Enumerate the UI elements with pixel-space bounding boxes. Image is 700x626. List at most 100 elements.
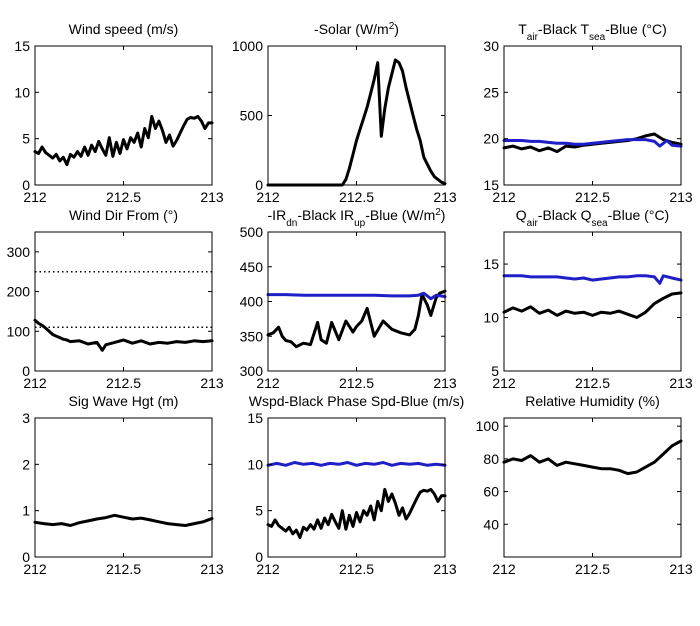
x-tick-label: 212.5 bbox=[106, 375, 141, 391]
y-tick-label: 5 bbox=[22, 131, 30, 147]
series-line-1 bbox=[33, 114, 214, 167]
x-tick-label: 213 bbox=[669, 561, 693, 577]
y-tick-label: 5 bbox=[491, 363, 499, 379]
y-tick-label: 450 bbox=[240, 259, 264, 275]
chart-panel-4: 212 212.5 213 0 100 200 300 Wind Dir From (°) bbox=[7, 207, 224, 391]
axes-frame bbox=[503, 417, 682, 558]
y-tick-label: 0 bbox=[255, 177, 263, 193]
y-tick-label: 10 bbox=[247, 456, 263, 472]
series-line-2 bbox=[266, 291, 447, 301]
axes-frame bbox=[34, 231, 213, 372]
chart-title: Tair-Black Tsea-Blue (°C) bbox=[518, 21, 667, 43]
y-tick-label: 300 bbox=[7, 244, 31, 260]
y-tick-label: 20 bbox=[483, 131, 499, 147]
x-tick-label: 213 bbox=[433, 189, 457, 205]
x-tick-label: 212 bbox=[256, 189, 280, 205]
series-line-1 bbox=[266, 58, 447, 187]
x-tick-label: 212 bbox=[492, 561, 516, 577]
x-tick-label: 212 bbox=[23, 375, 47, 391]
y-tick-label: 15 bbox=[483, 177, 499, 193]
series-line-1 bbox=[266, 487, 447, 539]
axes-frame bbox=[34, 417, 213, 558]
y-tick-label: 5 bbox=[255, 503, 263, 519]
axes-frame bbox=[267, 45, 446, 186]
y-tick-label: 10 bbox=[14, 84, 30, 100]
y-tick-label: 40 bbox=[483, 516, 499, 532]
x-tick-label: 212 bbox=[256, 375, 280, 391]
series-line-2 bbox=[502, 138, 683, 148]
y-tick-label: 350 bbox=[240, 328, 264, 344]
chart-panel-9: 212 212.5 213 40 60 80 100 Relative Humidity (%… bbox=[476, 393, 693, 577]
y-tick-label: 25 bbox=[483, 84, 499, 100]
y-tick-label: 0 bbox=[22, 177, 30, 193]
y-tick-label: 300 bbox=[240, 363, 264, 379]
axes-frame bbox=[267, 231, 446, 372]
y-tick-label: 0 bbox=[22, 363, 30, 379]
chart-title: Relative Humidity (%) bbox=[525, 393, 660, 409]
series-line-1 bbox=[266, 289, 447, 349]
y-tick-label: 500 bbox=[240, 108, 264, 124]
chart-panel-7: 212 212.5 213 0 1 2 3 Sig Wave Hgt (m) bbox=[22, 393, 224, 577]
y-tick-label: 3 bbox=[22, 410, 30, 426]
y-tick-label: 1000 bbox=[232, 38, 263, 54]
x-tick-label: 212 bbox=[492, 375, 516, 391]
chart-panel-3: 212 212.5 213 15 20 25 30 Tair-Black Tsea-Blue … bbox=[483, 21, 692, 205]
x-tick-label: 212.5 bbox=[339, 561, 374, 577]
y-tick-label: 15 bbox=[14, 38, 30, 54]
chart-title: Qair-Black Qsea-Blue (°C) bbox=[516, 207, 669, 229]
chart-panel-6: 212 212.5 213 5 10 15 Qair-Black Qsea-Blue (°C… bbox=[483, 207, 692, 391]
x-tick-label: 213 bbox=[669, 189, 693, 205]
axes-frame bbox=[503, 45, 682, 186]
y-tick-label: 200 bbox=[7, 284, 31, 300]
x-tick-label: 213 bbox=[433, 375, 457, 391]
x-tick-label: 213 bbox=[669, 375, 693, 391]
chart-title: Wind speed (m/s) bbox=[69, 21, 179, 37]
x-tick-label: 213 bbox=[433, 561, 457, 577]
y-tick-label: 30 bbox=[483, 38, 499, 54]
x-tick-label: 212.5 bbox=[339, 375, 374, 391]
x-tick-label: 212.5 bbox=[339, 189, 374, 205]
x-tick-label: 212 bbox=[23, 561, 47, 577]
y-tick-label: 400 bbox=[240, 294, 264, 310]
y-tick-label: 100 bbox=[7, 323, 31, 339]
axes-frame bbox=[267, 417, 446, 558]
y-tick-label: 1 bbox=[22, 503, 30, 519]
axes-frame bbox=[503, 231, 682, 372]
x-tick-label: 212 bbox=[23, 189, 47, 205]
chart-title: Wspd-Black Phase Spd-Blue (m/s) bbox=[249, 393, 465, 409]
x-tick-label: 213 bbox=[200, 375, 224, 391]
x-tick-label: 213 bbox=[200, 189, 224, 205]
x-tick-label: 212.5 bbox=[575, 189, 610, 205]
y-tick-label: 15 bbox=[483, 256, 499, 272]
x-tick-label: 212.5 bbox=[106, 189, 141, 205]
chart-panel-5: 212 212.5 213 300 350 400 450 500-IRdn-Black IR… bbox=[240, 207, 457, 392]
y-tick-label: 10 bbox=[483, 310, 499, 326]
x-tick-label: 212.5 bbox=[575, 375, 610, 391]
y-tick-label: 0 bbox=[22, 549, 30, 565]
chart-title: Wind Dir From (°) bbox=[69, 207, 178, 223]
series-line-2 bbox=[502, 274, 683, 285]
y-tick-label: 0 bbox=[255, 549, 263, 565]
chart-title: -Solar (W/m2) bbox=[314, 21, 399, 38]
chart-title: Sig Wave Hgt (m) bbox=[69, 393, 179, 409]
y-tick-label: 2 bbox=[22, 456, 30, 472]
series-line-1 bbox=[502, 439, 683, 476]
y-tick-label: 80 bbox=[483, 451, 499, 467]
y-tick-label: 100 bbox=[476, 418, 500, 434]
x-tick-label: 212 bbox=[256, 561, 280, 577]
series-line-1 bbox=[33, 318, 214, 352]
chart-panel-1: 212 212.5 213 0 5 10 15 Wind speed (m/s) bbox=[14, 21, 223, 205]
y-tick-label: 15 bbox=[247, 410, 263, 426]
x-tick-label: 212.5 bbox=[575, 561, 610, 577]
x-tick-label: 212.5 bbox=[106, 561, 141, 577]
y-tick-label: 60 bbox=[483, 484, 499, 500]
chart-title: -IRdn-Black IRup-Blue (W/m2) bbox=[268, 207, 446, 229]
chart-panel-2: 212 212.5 213 0 500 1000 -Solar (W/m2) bbox=[232, 21, 457, 206]
axes-frame bbox=[34, 45, 213, 186]
y-tick-label: 500 bbox=[240, 224, 264, 240]
x-tick-label: 212 bbox=[492, 189, 516, 205]
series-line-1 bbox=[33, 513, 214, 527]
series-line-1 bbox=[502, 291, 683, 319]
